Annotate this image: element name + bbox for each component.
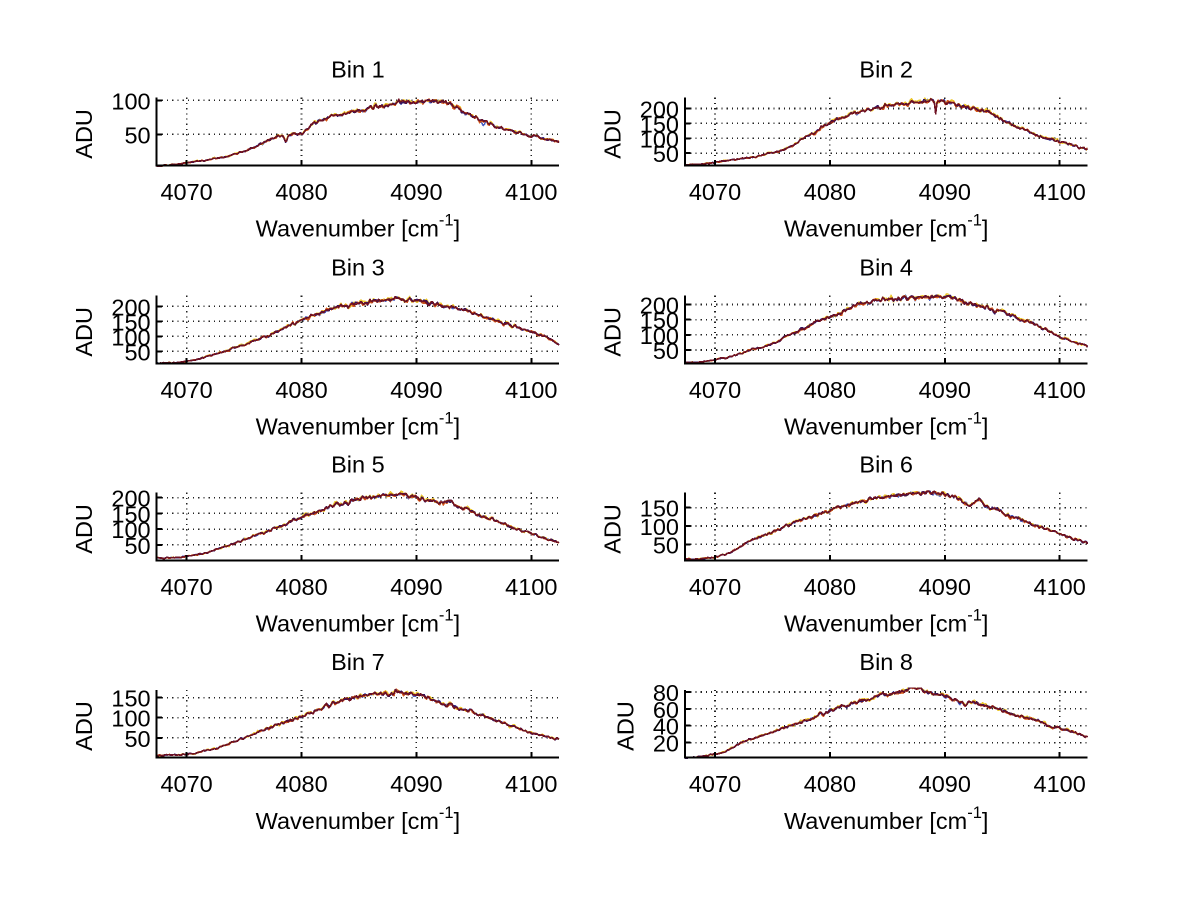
svg-text:4090: 4090 bbox=[390, 574, 442, 600]
svg-text:100: 100 bbox=[111, 517, 150, 543]
svg-text:4070: 4070 bbox=[689, 377, 741, 403]
svg-text:60: 60 bbox=[653, 697, 679, 723]
svg-text:ADU: ADU bbox=[71, 504, 97, 554]
svg-text:4070: 4070 bbox=[160, 771, 212, 797]
svg-text:ADU: ADU bbox=[71, 701, 97, 751]
svg-text:50: 50 bbox=[124, 339, 150, 365]
svg-text:Bin 5: Bin 5 bbox=[331, 452, 385, 478]
svg-text:4080: 4080 bbox=[275, 377, 327, 403]
svg-text:4080: 4080 bbox=[804, 771, 856, 797]
svg-text:Wavenumber [cm-1]: Wavenumber [cm-1] bbox=[256, 607, 460, 637]
svg-text:100: 100 bbox=[640, 514, 679, 540]
svg-text:100: 100 bbox=[111, 324, 150, 350]
svg-text:40: 40 bbox=[653, 714, 679, 740]
svg-text:4080: 4080 bbox=[275, 771, 327, 797]
svg-text:ADU: ADU bbox=[71, 109, 97, 159]
svg-text:Wavenumber [cm-1]: Wavenumber [cm-1] bbox=[256, 804, 460, 834]
svg-text:Wavenumber [cm-1]: Wavenumber [cm-1] bbox=[784, 804, 988, 834]
svg-text:4090: 4090 bbox=[390, 771, 442, 797]
svg-text:4100: 4100 bbox=[505, 179, 557, 205]
svg-text:4080: 4080 bbox=[804, 377, 856, 403]
svg-text:ADU: ADU bbox=[600, 504, 626, 554]
svg-text:4070: 4070 bbox=[689, 771, 741, 797]
svg-text:4090: 4090 bbox=[919, 771, 971, 797]
svg-text:150: 150 bbox=[640, 111, 679, 137]
svg-text:4090: 4090 bbox=[390, 179, 442, 205]
svg-text:Bin 2: Bin 2 bbox=[859, 57, 913, 83]
svg-text:Bin 1: Bin 1 bbox=[331, 57, 385, 83]
svg-text:4070: 4070 bbox=[160, 179, 212, 205]
svg-text:4090: 4090 bbox=[919, 179, 971, 205]
svg-text:4100: 4100 bbox=[505, 574, 557, 600]
svg-text:4070: 4070 bbox=[689, 574, 741, 600]
svg-text:4080: 4080 bbox=[804, 179, 856, 205]
svg-text:4100: 4100 bbox=[1034, 771, 1086, 797]
svg-text:150: 150 bbox=[111, 686, 150, 712]
svg-text:4090: 4090 bbox=[919, 574, 971, 600]
svg-text:4090: 4090 bbox=[919, 377, 971, 403]
svg-text:4080: 4080 bbox=[275, 179, 327, 205]
svg-text:Wavenumber [cm-1]: Wavenumber [cm-1] bbox=[256, 410, 460, 440]
svg-text:200: 200 bbox=[111, 294, 150, 320]
svg-text:4070: 4070 bbox=[160, 377, 212, 403]
svg-text:Bin 3: Bin 3 bbox=[331, 255, 385, 281]
svg-text:4100: 4100 bbox=[1034, 377, 1086, 403]
svg-text:Bin 7: Bin 7 bbox=[331, 649, 385, 675]
svg-text:Wavenumber [cm-1]: Wavenumber [cm-1] bbox=[784, 212, 988, 242]
svg-text:Wavenumber [cm-1]: Wavenumber [cm-1] bbox=[784, 607, 988, 637]
svg-text:4070: 4070 bbox=[160, 574, 212, 600]
svg-text:50: 50 bbox=[124, 726, 150, 752]
svg-text:100: 100 bbox=[111, 706, 150, 732]
svg-text:200: 200 bbox=[640, 97, 679, 123]
svg-text:ADU: ADU bbox=[600, 307, 626, 357]
svg-text:100: 100 bbox=[640, 323, 679, 349]
svg-text:ADU: ADU bbox=[600, 109, 626, 159]
svg-text:150: 150 bbox=[111, 309, 150, 335]
svg-text:150: 150 bbox=[640, 496, 679, 522]
svg-text:50: 50 bbox=[653, 141, 679, 167]
svg-text:80: 80 bbox=[653, 680, 679, 706]
svg-text:150: 150 bbox=[111, 501, 150, 527]
svg-text:4080: 4080 bbox=[275, 574, 327, 600]
svg-text:4070: 4070 bbox=[689, 179, 741, 205]
svg-text:4080: 4080 bbox=[804, 574, 856, 600]
svg-text:200: 200 bbox=[640, 293, 679, 319]
svg-text:100: 100 bbox=[111, 88, 150, 114]
svg-text:ADU: ADU bbox=[71, 307, 97, 357]
svg-text:50: 50 bbox=[653, 532, 679, 558]
svg-text:Wavenumber [cm-1]: Wavenumber [cm-1] bbox=[784, 410, 988, 440]
svg-text:150: 150 bbox=[640, 308, 679, 334]
svg-text:4100: 4100 bbox=[505, 377, 557, 403]
svg-text:100: 100 bbox=[640, 126, 679, 152]
svg-text:Bin 4: Bin 4 bbox=[859, 255, 913, 281]
svg-text:50: 50 bbox=[124, 122, 150, 148]
svg-text:Bin 8: Bin 8 bbox=[859, 649, 913, 675]
svg-text:Wavenumber [cm-1]: Wavenumber [cm-1] bbox=[256, 212, 460, 242]
svg-text:4100: 4100 bbox=[505, 771, 557, 797]
svg-text:ADU: ADU bbox=[613, 701, 639, 751]
svg-text:50: 50 bbox=[653, 338, 679, 364]
svg-text:4100: 4100 bbox=[1034, 179, 1086, 205]
svg-text:50: 50 bbox=[124, 533, 150, 559]
svg-text:Bin 6: Bin 6 bbox=[859, 452, 913, 478]
svg-text:4090: 4090 bbox=[390, 377, 442, 403]
svg-text:4100: 4100 bbox=[1034, 574, 1086, 600]
svg-text:20: 20 bbox=[653, 731, 679, 757]
svg-text:200: 200 bbox=[111, 486, 150, 512]
